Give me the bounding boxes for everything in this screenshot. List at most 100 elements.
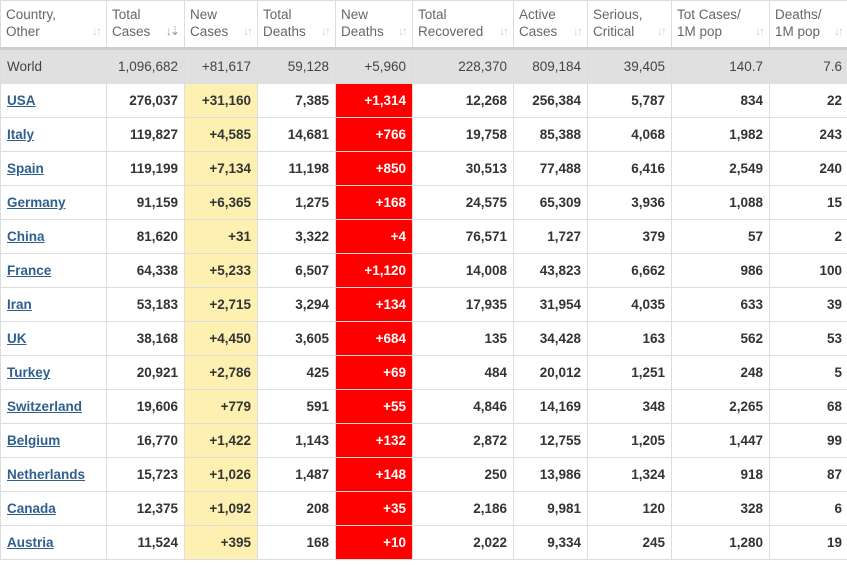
sort-arrows-icon[interactable]: ↓↑ — [398, 24, 408, 38]
sort-arrows-icon[interactable]: ↓↑ — [92, 24, 102, 38]
column-header[interactable]: New Cases ↓↑ — [184, 0, 258, 50]
total-recovered-cell: 4,846 — [412, 389, 514, 424]
new-deaths-cell: +132 — [335, 423, 413, 458]
sort-arrows-icon[interactable]: ↓↑ — [657, 24, 667, 38]
active-cases-cell: 256,384 — [513, 83, 588, 118]
deaths-per-1m-cell: 87 — [769, 457, 847, 492]
country-link[interactable]: Spain — [7, 161, 44, 176]
header-line2: Cases — [112, 24, 151, 39]
header-line2: Cases — [519, 24, 558, 39]
header-line1: Total — [263, 7, 292, 22]
country-cell: Turkey — [0, 355, 107, 390]
serious-critical-cell: 1,205 — [587, 423, 672, 458]
active-cases-cell: 77,488 — [513, 151, 588, 186]
header-line2: Deaths — [263, 24, 306, 39]
country-link[interactable]: China — [7, 229, 45, 244]
country-cell: UK — [0, 321, 107, 356]
new-deaths-cell: +69 — [335, 355, 413, 390]
table-row: France 64,338 +5,233 6,507 +1,120 14,008 43,82… — [0, 253, 847, 288]
active-cases-cell: 1,727 — [513, 219, 588, 254]
column-header[interactable]: Total Cases ↓⇣ — [106, 0, 185, 50]
country-link[interactable]: Germany — [7, 195, 66, 210]
total-cases-cell: 15,723 — [106, 457, 185, 492]
active-cases-cell: 85,388 — [513, 117, 588, 152]
table-row: Italy 119,827 +4,585 14,681 +766 19,758 85,388… — [0, 117, 847, 152]
new-cases-cell: +5,233 — [184, 253, 258, 288]
deaths-per-1m-cell: 99 — [769, 423, 847, 458]
sort-arrows-icon[interactable]: ↓↑ — [243, 24, 253, 38]
active-cases-cell: 65,309 — [513, 185, 588, 220]
new-cases-cell: +1,026 — [184, 457, 258, 492]
new-cases-cell: +31,160 — [184, 83, 258, 118]
sort-arrows-icon[interactable]: ↓↑ — [499, 24, 509, 38]
country-link[interactable]: Italy — [7, 127, 35, 142]
total-recovered-cell: 135 — [412, 321, 514, 356]
deaths-per-1m-cell: 100 — [769, 253, 847, 288]
total-cases-cell: 19,606 — [106, 389, 185, 424]
sort-arrows-icon[interactable]: ↓↑ — [834, 24, 844, 38]
serious-critical-cell: 5,787 — [587, 83, 672, 118]
serious-critical-cell: 3,936 — [587, 185, 672, 220]
country-cell: Switzerland — [0, 389, 107, 424]
sort-arrows-icon[interactable]: ↓↑ — [755, 24, 765, 38]
table-row: Austria 11,524 +395 168 +10 2,022 9,334 245 1,28… — [0, 525, 847, 560]
country-link[interactable]: Canada — [7, 501, 56, 516]
column-header[interactable]: Country, Other ↓↑ — [0, 0, 107, 50]
total-deaths-cell: 208 — [257, 491, 336, 526]
column-header[interactable]: Serious, Critical ↓↑ — [587, 0, 672, 50]
new-deaths-cell: +1,314 — [335, 83, 413, 118]
deaths-per-1m-cell: 2 — [769, 219, 847, 254]
column-header[interactable]: New Deaths ↓↑ — [335, 0, 413, 50]
column-header[interactable]: Active Cases ↓↑ — [513, 0, 588, 50]
country-link[interactable]: France — [7, 263, 52, 278]
total-recovered-cell: 30,513 — [412, 151, 514, 186]
total-recovered-cell: 250 — [412, 457, 514, 492]
total-deaths-cell: 59,128 — [257, 48, 336, 84]
serious-critical-cell: 379 — [587, 219, 672, 254]
header-line2: Other — [6, 24, 40, 39]
new-deaths-cell: +168 — [335, 185, 413, 220]
total-deaths-cell: 3,294 — [257, 287, 336, 322]
total-recovered-cell: 24,575 — [412, 185, 514, 220]
country-link[interactable]: UK — [7, 331, 27, 346]
total-cases-cell: 276,037 — [106, 83, 185, 118]
column-header[interactable]: Total Deaths ↓↑ — [257, 0, 336, 50]
country-link[interactable]: Switzerland — [7, 399, 83, 414]
country-link[interactable]: Austria — [7, 535, 54, 550]
country-link[interactable]: Turkey — [7, 365, 51, 380]
total-deaths-cell: 1,275 — [257, 185, 336, 220]
total-deaths-cell: 11,198 — [257, 151, 336, 186]
new-deaths-cell: +10 — [335, 525, 413, 560]
total-recovered-cell: 12,268 — [412, 83, 514, 118]
sort-arrows-icon[interactable]: ↓↑ — [573, 24, 583, 38]
new-deaths-cell: +684 — [335, 321, 413, 356]
country-link[interactable]: Iran — [7, 297, 32, 312]
total-recovered-cell: 14,008 — [412, 253, 514, 288]
country-cell: Canada — [0, 491, 107, 526]
new-deaths-cell: +850 — [335, 151, 413, 186]
total-deaths-cell: 1,487 — [257, 457, 336, 492]
country-link[interactable]: USA — [7, 93, 36, 108]
serious-critical-cell: 4,035 — [587, 287, 672, 322]
total-deaths-cell: 3,605 — [257, 321, 336, 356]
column-header[interactable]: Total Recovered ↓↑ — [412, 0, 514, 50]
active-cases-cell: 9,334 — [513, 525, 588, 560]
total-cases-cell: 81,620 — [106, 219, 185, 254]
country-link[interactable]: Netherlands — [7, 467, 86, 482]
deaths-per-1m-cell: 22 — [769, 83, 847, 118]
total-cases-cell: 16,770 — [106, 423, 185, 458]
country-link[interactable]: Belgium — [7, 433, 61, 448]
column-header[interactable]: Tot Cases/1M pop ↓↑ — [671, 0, 770, 50]
new-cases-cell: +7,134 — [184, 151, 258, 186]
table-row: Iran 53,183 +2,715 3,294 +134 17,935 31,954 4,0… — [0, 287, 847, 322]
sort-arrows-icon[interactable]: ↓↑ — [321, 24, 331, 38]
new-deaths-cell: +5,960 — [335, 48, 413, 84]
table-row: Canada 12,375 +1,092 208 +35 2,186 9,981 120 328… — [0, 491, 847, 526]
total-recovered-cell: 2,872 — [412, 423, 514, 458]
sort-arrows-icon[interactable]: ↓⇣ — [165, 24, 180, 38]
deaths-per-1m-cell: 243 — [769, 117, 847, 152]
total-cases-cell: 91,159 — [106, 185, 185, 220]
deaths-per-1m-cell: 7.6 — [769, 48, 847, 84]
header-line1: Serious, — [593, 7, 643, 22]
column-header[interactable]: Deaths/1M pop ↓↑ — [769, 0, 847, 50]
